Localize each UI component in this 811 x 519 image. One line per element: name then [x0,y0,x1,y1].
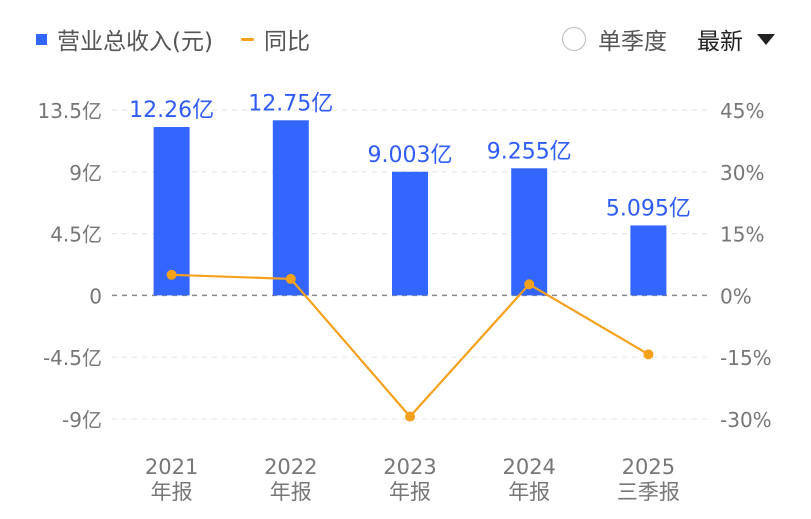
y-left-tick-label: 13.5亿 [37,99,102,123]
revenue-bar [153,127,190,296]
chevron-down-icon[interactable] [757,33,775,45]
quarter-radio-icon[interactable] [562,27,586,51]
period-select[interactable]: 最新 [697,29,743,55]
yoy-legend-swatch [240,37,254,41]
revenue-data-label: 12.26亿 [129,98,214,123]
y-right-tick-label: 0% [720,284,752,308]
y-left-tick-label: -4.5亿 [43,346,102,370]
x-tick-label-year: 2022 [264,455,317,479]
yoy-point [405,411,415,422]
y-left-tick-label: 0 [89,284,102,308]
x-tick-label-year: 2023 [383,455,436,479]
revenue-data-label: 5.095亿 [606,196,691,221]
y-right-tick-label: -30% [720,408,772,432]
yoy-point [643,349,654,360]
revenue-data-label: 12.75亿 [248,91,333,116]
chart-controls: 单季度 最新 [562,22,775,56]
yoy-point [524,279,535,290]
x-tick-label-year: 2024 [502,455,555,479]
revenue-legend-swatch [36,33,47,45]
y-left-tick-label: 4.5亿 [50,223,102,247]
revenue-bar [392,171,428,296]
x-tick-label-year: 2025 [622,455,675,479]
x-tick-label-period: 年报 [389,480,431,504]
revenue-bar [511,168,548,296]
revenue-data-label: 9.003亿 [368,143,453,168]
x-tick-label-period: 三季报 [617,480,680,504]
y-right-tick-label: -15% [720,346,772,370]
x-tick-label-period: 年报 [151,480,193,504]
x-tick-label-period: 年报 [270,480,312,504]
x-tick-label-period: 年报 [508,480,550,504]
y-right-tick-label: 15% [720,223,764,247]
y-right-tick-label: 30% [720,161,764,185]
yoy-point [285,273,296,284]
y-left-tick-label: -9亿 [62,408,102,432]
revenue-legend-label: 营业总收入(元) [57,29,213,55]
yoy-point [166,269,177,280]
y-right-tick-label: 45% [720,99,764,123]
y-left-tick-label: 9亿 [69,161,102,185]
yoy-legend-label: 同比 [263,29,310,55]
revenue-data-label: 9.255亿 [487,139,572,164]
legend: 营业总收入(元) 同比 [36,22,310,56]
revenue-bar [630,225,667,296]
x-tick-label-year: 2021 [145,455,198,479]
quarter-toggle-label[interactable]: 单季度 [598,29,667,55]
revenue-bar [272,120,309,296]
